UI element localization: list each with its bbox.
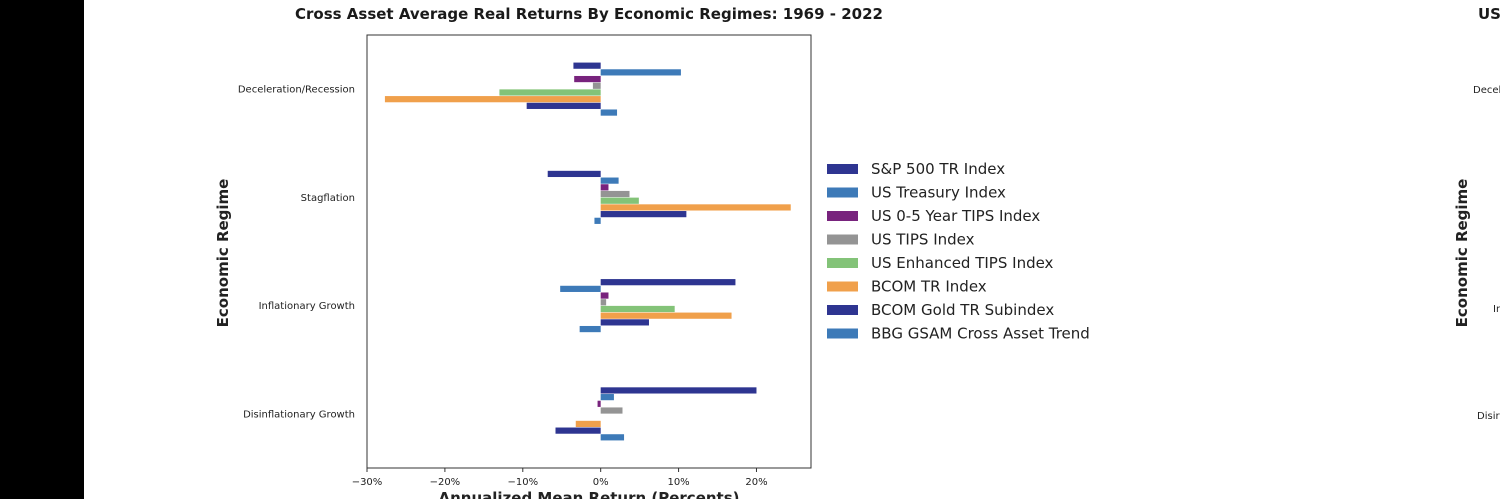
x-tick-label: 0%: [593, 477, 609, 488]
bar: [384, 96, 601, 103]
x-tick-label: −20%: [430, 477, 461, 488]
category-label: Deceleration/Recession: [238, 85, 355, 96]
legend-entry: US Enhanced TIPS Index: [871, 254, 1054, 272]
bar: [600, 204, 791, 211]
bar: [573, 62, 601, 69]
legend-entry: BBG GSAM Cross Asset Trend: [871, 325, 1090, 343]
legend-entry: US TIPS Index: [871, 231, 975, 249]
bar: [600, 394, 614, 401]
x-ticks: −30% −20% −10% 0% 10% 20%: [352, 468, 768, 488]
legend-swatch: [827, 187, 858, 198]
legend-swatch: [827, 164, 858, 174]
bar: [600, 69, 681, 76]
legend-entry: BCOM Gold TR Subindex: [871, 301, 1054, 319]
legend[interactable]: S&P 500 TR Index US Treasury Index US 0-5 …: [827, 160, 1090, 343]
legend-swatch: [827, 211, 858, 221]
legend-swatch: [827, 234, 858, 245]
bar: [600, 319, 649, 326]
chart-title: Cross Asset Average Real Returns By Econ…: [295, 5, 883, 23]
category-labels: Deceleration/Recession Stagflation Inflati…: [238, 85, 355, 421]
bar: [600, 279, 736, 286]
bar: [594, 217, 601, 224]
bar: [597, 400, 601, 407]
legend-entry: S&P 500 TR Index: [871, 160, 1005, 178]
side-panel-category-fragment: Decel: [1473, 85, 1500, 96]
bar: [600, 197, 639, 204]
bar: [600, 190, 630, 198]
bar: [499, 89, 601, 96]
plot-frame: [366, 34, 812, 469]
side-panel-y-axis-label: Economic Regime: [1453, 179, 1471, 328]
category-label: Stagflation: [301, 193, 355, 204]
side-panel-category-fragment: Disir: [1477, 411, 1500, 422]
legend-entry: US Treasury Index: [871, 184, 1006, 202]
bar: [574, 75, 601, 83]
bar: [600, 305, 675, 313]
bar: [526, 102, 601, 109]
bar: [600, 387, 757, 394]
legend-swatch: [827, 328, 858, 339]
y-axis-label: Economic Regime: [214, 179, 232, 328]
bar: [600, 177, 619, 184]
bar: [575, 420, 601, 428]
bars-group: [384, 62, 791, 441]
bar: [600, 184, 609, 191]
bar: [560, 285, 601, 292]
category-label: Disinflationary Growth: [243, 409, 355, 420]
bar: [592, 82, 601, 89]
x-tick-label: −10%: [507, 477, 538, 488]
bar: [600, 312, 732, 319]
bar: [579, 325, 601, 333]
bar: [600, 292, 609, 299]
x-tick-label: 10%: [667, 477, 689, 488]
side-panel-category-fragment: In: [1493, 304, 1500, 315]
category-label: Inflationary Growth: [259, 301, 355, 312]
legend-entry: US 0-5 Year TIPS Index: [871, 207, 1040, 225]
bar: [600, 211, 687, 218]
bar: [555, 427, 601, 434]
bar: [600, 407, 623, 414]
bar: [600, 434, 625, 441]
legend-swatch: [827, 258, 858, 268]
legend-entry: BCOM TR Index: [871, 278, 987, 296]
bar: [600, 109, 618, 116]
left-black-bar: [0, 0, 84, 499]
x-tick-label: −30%: [352, 477, 383, 488]
legend-swatch: [827, 305, 858, 315]
bar: [600, 299, 607, 306]
bar: [547, 170, 601, 178]
x-tick-label: 20%: [745, 477, 767, 488]
legend-swatch: [827, 281, 858, 292]
side-panel-title-fragment: US: [1478, 5, 1500, 23]
x-axis-label: Annualized Mean Return (Percents): [438, 489, 739, 499]
